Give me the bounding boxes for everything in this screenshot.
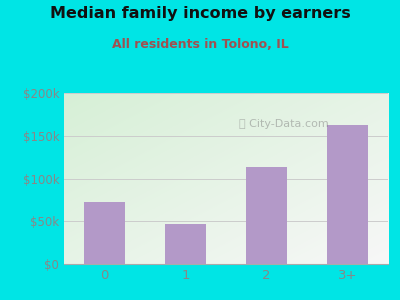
Text: Median family income by earners: Median family income by earners	[50, 6, 350, 21]
Bar	[84, 202, 125, 264]
Bar	[327, 124, 368, 264]
Bar	[165, 224, 206, 264]
Bar	[246, 167, 287, 264]
Text: All residents in Tolono, IL: All residents in Tolono, IL	[112, 38, 288, 50]
Text: Ⓠ City-Data.com: Ⓠ City-Data.com	[240, 119, 329, 129]
